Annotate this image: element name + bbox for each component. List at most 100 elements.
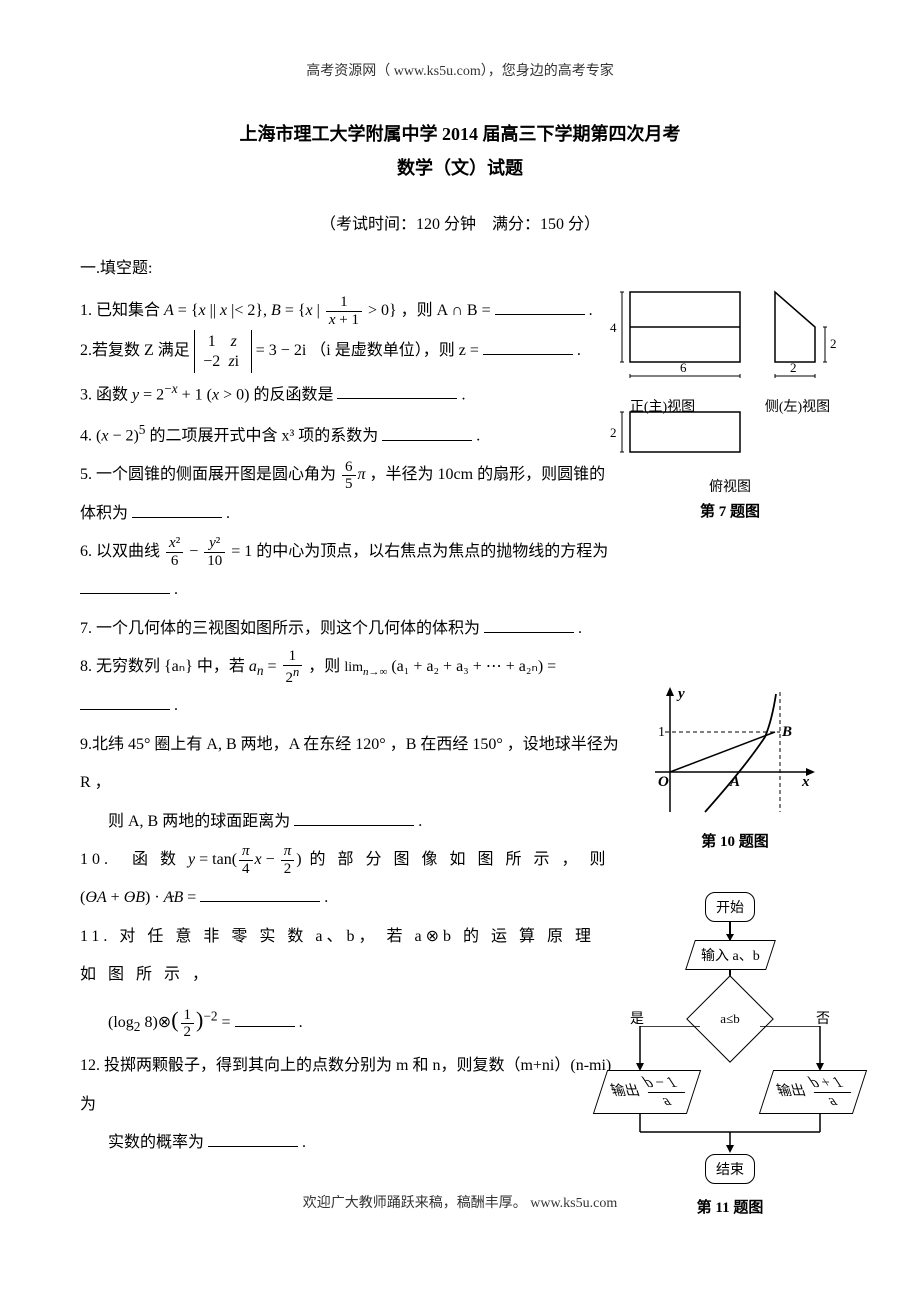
q12-text-pre: 12. 投掷两颗骰子，得到其向上的点数分别为 m 和 n，则复数（m+ni）(n… bbox=[80, 1057, 611, 1112]
question-10: 10. 函 数 y = tan(π4x − π2) 的 部 分 图 像 如 图 … bbox=[80, 841, 620, 879]
q7-end: . bbox=[578, 620, 582, 637]
svg-text:A: A bbox=[729, 774, 740, 790]
blank bbox=[484, 616, 574, 633]
fc-out2: 输出 b + 1a bbox=[758, 1070, 867, 1114]
side-view-label: 侧(左)视图 bbox=[765, 396, 830, 416]
blank bbox=[495, 298, 585, 315]
question-12b: 实数的概率为 . bbox=[80, 1124, 620, 1162]
page-header: 高考资源网（ www.ks5u.com），您身边的高考专家 bbox=[80, 60, 840, 80]
question-5: 5. 一个圆锥的侧面展开图是圆心角为 65π ，半径为 10cm 的扇形，则圆锥… bbox=[80, 456, 620, 533]
question-3: 3. 函数 y = 2−x + 1 (x > 0) 的反函数是 . bbox=[80, 373, 620, 415]
question-2: 2.若复数 Z 满足 1z −2zi = 3 − 2i （i 是虚数单位），则 … bbox=[80, 330, 620, 372]
question-11b: (log2 8)⊗(12)−2 = . bbox=[80, 994, 620, 1047]
q6-end: . bbox=[174, 581, 178, 598]
q12-line2: 实数的概率为 bbox=[108, 1134, 204, 1151]
figure-10-caption: 第 10 题图 bbox=[650, 830, 820, 851]
q9-end: . bbox=[418, 813, 422, 830]
q1-text-post: ，则 A ∩ B = bbox=[401, 302, 495, 319]
question-11: 11. 对 任 意 非 零 实 数 a、b， 若 a⊗b 的 运 算 原 理 如… bbox=[80, 918, 620, 995]
question-10b: (→OA + →OB) · →AB = . bbox=[80, 879, 620, 917]
svg-text:2: 2 bbox=[830, 336, 837, 351]
svg-text:B: B bbox=[781, 724, 792, 740]
q1-end: . bbox=[589, 302, 593, 319]
question-6: 6. 以双曲线 x²6 − y²10 = 1 的中心为顶点，以右焦点为焦点的抛物… bbox=[80, 533, 620, 610]
q5-end: . bbox=[226, 505, 230, 522]
svg-text:4: 4 bbox=[610, 320, 617, 335]
q3-text-mid: 的反函数是 bbox=[253, 386, 333, 403]
figure-11-flowchart: 开始 输入 a、b 是 a≤b 否 bbox=[600, 892, 860, 1217]
q2-text-pre: 2.若复数 Z 满足 bbox=[80, 342, 194, 359]
fc-yes: 是 bbox=[630, 1008, 644, 1028]
q1-text-pre: 1. 已知集合 bbox=[80, 302, 164, 319]
q2-text-mid: = 3 − 2i （i 是虚数单位），则 z = bbox=[256, 342, 483, 359]
exam-info: （考试时间：120 分钟 满分：150 分） bbox=[80, 210, 840, 234]
fc-start: 开始 bbox=[705, 892, 755, 922]
q12-end: . bbox=[302, 1134, 306, 1151]
questions-column: 1. 已知集合 A = {x || x |< 2}, B = {x | 1x +… bbox=[80, 292, 630, 1162]
q3-end: . bbox=[461, 386, 465, 403]
blank bbox=[132, 501, 222, 518]
q3-text-pre: 3. 函数 bbox=[80, 386, 132, 403]
svg-text:2: 2 bbox=[610, 425, 617, 440]
q4-text-pre: 4. bbox=[80, 428, 96, 445]
question-9: 9.北纬 45° 圈上有 A, B 两地，A 在东经 120° ，B 在西经 1… bbox=[80, 726, 620, 803]
q8-lim: (a₁ + a₂ + a₃ + ⋯ + a₂ₙ) = bbox=[391, 658, 556, 675]
q9-text-pre: 9.北纬 45° 圈上有 A, B 两地，A 在东经 120° ，B 在西经 1… bbox=[80, 736, 619, 791]
q7-text: 7. 一个几何体的三视图如图所示，则这个几何体的体积为 bbox=[80, 620, 480, 637]
q10-end: . bbox=[324, 889, 328, 906]
svg-text:6: 6 bbox=[680, 360, 687, 375]
svg-text:1: 1 bbox=[658, 725, 665, 740]
blank bbox=[80, 693, 170, 710]
figure-11-caption: 第 11 题图 bbox=[600, 1196, 860, 1217]
blank bbox=[483, 338, 573, 355]
q6-text-mid: 的中心为顶点，以右焦点为焦点的抛物线的方程为 bbox=[256, 543, 608, 560]
q4-text-mid: 的二项展开式中含 x³ 项的系数为 bbox=[149, 428, 378, 445]
figures-column: 4 6 2 2 bbox=[630, 292, 840, 1162]
q11-end: . bbox=[299, 1014, 303, 1031]
q11-text-pre: 11. 对 任 意 非 零 实 数 a、b， 若 a⊗b 的 运 算 原 理 如… bbox=[80, 928, 595, 983]
figure-7-caption: 第 7 题图 bbox=[610, 500, 850, 521]
svg-text:y: y bbox=[676, 686, 685, 702]
title-line-1: 上海市理工大学附属中学 2014 届高三下学期第四次月考 bbox=[80, 120, 840, 146]
fc-end: 结束 bbox=[705, 1154, 755, 1184]
section-heading: 一.填空题: bbox=[80, 254, 840, 278]
q8-text-mid: ，则 bbox=[308, 658, 344, 675]
fc-input: 输入 a、b bbox=[685, 940, 775, 970]
q4-end: . bbox=[476, 428, 480, 445]
tan-graph-svg: 1 O A B x y bbox=[650, 682, 820, 822]
main-content: 1. 已知集合 A = {x || x |< 2}, B = {x | 1x +… bbox=[80, 292, 840, 1162]
three-views-svg: 4 6 2 2 bbox=[610, 282, 850, 482]
document-page: 高考资源网（ www.ks5u.com），您身边的高考专家 上海市理工大学附属中… bbox=[0, 0, 920, 1252]
blank bbox=[80, 577, 170, 594]
q8-end: . bbox=[174, 697, 178, 714]
svg-text:2: 2 bbox=[790, 360, 797, 375]
q8-text-pre: 8. 无穷数列 {aₙ} 中，若 bbox=[80, 658, 249, 675]
q5-text-pre: 5. 一个圆锥的侧面展开图是圆心角为 bbox=[80, 466, 340, 483]
question-1: 1. 已知集合 A = {x || x |< 2}, B = {x | 1x +… bbox=[80, 292, 620, 330]
fc-out1: 输出 b − 1a bbox=[593, 1070, 702, 1114]
top-view-label: 俯视图 bbox=[709, 480, 751, 495]
q10-text-mid: 的 部 分 图 像 如 图 所 示 ， 则 bbox=[310, 851, 610, 868]
q6-text-pre: 6. 以双曲线 bbox=[80, 543, 164, 560]
figure-7: 4 6 2 2 bbox=[610, 282, 850, 521]
svg-text:O: O bbox=[658, 774, 669, 790]
question-12: 12. 投掷两颗骰子，得到其向上的点数分别为 m 和 n，则复数（m+ni）(n… bbox=[80, 1047, 620, 1124]
svg-text:x: x bbox=[801, 774, 810, 790]
blank bbox=[337, 382, 457, 399]
question-4: 4. (x − 2)5 的二项展开式中含 x³ 项的系数为 . bbox=[80, 414, 620, 456]
q2-end: . bbox=[577, 342, 581, 359]
front-view-label: 正(主)视图 bbox=[630, 396, 695, 416]
figure-10: 1 O A B x y 第 10 题图 bbox=[650, 682, 820, 851]
blank bbox=[294, 809, 414, 826]
blank bbox=[200, 885, 320, 902]
q9-line2: 则 A, B 两地的球面距离为 bbox=[108, 813, 290, 830]
question-9b: 则 A, B 两地的球面距离为 . bbox=[80, 803, 620, 841]
blank bbox=[382, 424, 472, 441]
blank bbox=[235, 1010, 295, 1027]
title-line-2: 数学（文）试题 bbox=[80, 154, 840, 180]
question-7: 7. 一个几何体的三视图如图所示，则这个几何体的体积为 . bbox=[80, 610, 620, 648]
fc-no: 否 bbox=[816, 1008, 830, 1028]
q10-text-pre: 10. 函 数 bbox=[80, 851, 188, 868]
blank bbox=[208, 1130, 298, 1147]
question-8: 8. 无穷数列 {aₙ} 中，若 an = 12n ，则 limn→∞ (a₁ … bbox=[80, 648, 620, 726]
